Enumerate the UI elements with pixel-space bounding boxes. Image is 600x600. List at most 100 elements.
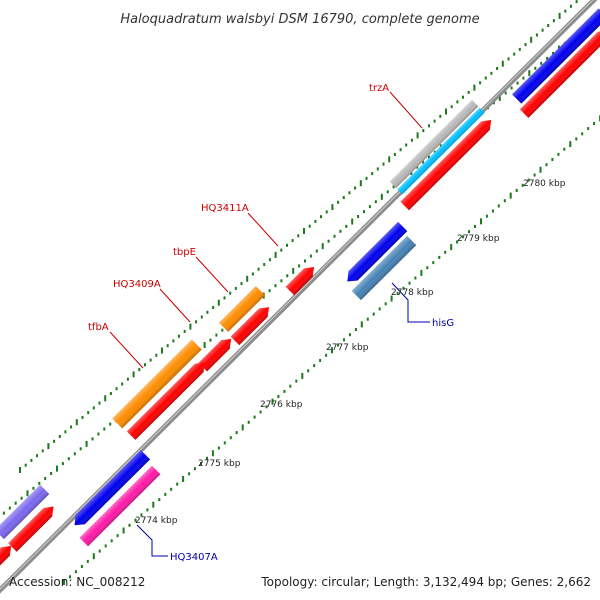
tick-dot <box>473 84 476 91</box>
kbp-label-2775: 2775 kbp <box>198 459 241 469</box>
tick-dot <box>339 229 342 233</box>
tick-dot <box>348 333 351 337</box>
gene-label-HQ3407A[interactable]: HQ3407A <box>170 552 218 563</box>
tick-dot <box>513 52 516 56</box>
gene-label-HQ3409A[interactable]: HQ3409A <box>113 279 161 290</box>
feature-left-cds[interactable] <box>8 502 58 552</box>
tick-dot <box>384 302 387 306</box>
feature-hisG-blue[interactable] <box>343 221 408 286</box>
tick-dot <box>115 387 118 391</box>
tick-dot <box>295 379 298 383</box>
tick-dot <box>325 210 328 214</box>
callout-trzA <box>389 91 423 129</box>
tick-dot <box>50 472 53 475</box>
tick-dot <box>194 467 196 471</box>
tick-dot <box>309 254 312 258</box>
tick-dot <box>109 392 112 395</box>
tick-dot <box>206 310 209 314</box>
tick-dot <box>468 230 470 234</box>
gene-label-HQ3411A[interactable]: HQ3411A <box>201 203 249 214</box>
tick-dot <box>321 243 324 250</box>
tick-dot <box>235 431 238 435</box>
feature-tfbA-cds[interactable] <box>126 358 209 440</box>
tick-dot <box>313 364 316 368</box>
tick-dot <box>491 209 494 213</box>
tick-dot <box>533 173 536 177</box>
tick-dot <box>104 544 107 548</box>
feature-top-cds[interactable] <box>519 26 600 118</box>
tick-dot <box>134 518 137 522</box>
tick-dot <box>81 415 84 419</box>
tick-dot <box>274 284 277 288</box>
tick-dot <box>402 286 405 290</box>
tick-dot <box>558 12 561 19</box>
tick-dot <box>263 263 266 266</box>
tick-dot <box>80 565 83 568</box>
feature-top-blue[interactable] <box>512 8 600 104</box>
feature-HQ3409A-cds[interactable] <box>198 335 236 372</box>
tick-dot <box>14 501 17 505</box>
feature-tbpE-cds[interactable] <box>230 303 274 346</box>
feature-tbpE-orange[interactable] <box>218 286 266 332</box>
feature-left-purple[interactable] <box>0 484 50 540</box>
gene-label-trzA[interactable]: trzA <box>369 83 389 94</box>
tick-dot <box>98 549 101 553</box>
tick-dot <box>240 282 243 286</box>
tick-dot <box>557 152 560 156</box>
tick-dot <box>393 153 396 156</box>
gene-label-tfbA[interactable]: tfbA <box>88 322 109 333</box>
tick-dot <box>359 180 362 187</box>
feature-HQ3407A-magenta[interactable] <box>79 465 161 547</box>
tick-dot <box>570 4 572 8</box>
kbp-label-2776: 2776 kbp <box>260 400 303 410</box>
feature-HQ3411A-cds[interactable] <box>285 263 319 296</box>
feature-trzA-gray[interactable] <box>389 99 479 189</box>
tick-dot <box>97 432 100 436</box>
tick-dot <box>301 372 304 379</box>
tick-dot <box>246 275 249 282</box>
tick-dot <box>357 215 360 218</box>
tick-dot <box>416 132 419 139</box>
feature-HQ3407A-blue[interactable] <box>70 450 151 530</box>
feature-trzA-cds[interactable] <box>400 116 495 211</box>
gene-label-hisG[interactable]: hisG <box>432 318 454 329</box>
tick-dot <box>516 81 519 85</box>
tick-dot <box>149 358 152 362</box>
tick-dot <box>53 439 56 443</box>
tick-dot <box>253 415 256 419</box>
feature-edge-cds[interactable] <box>0 542 15 569</box>
tick-dot <box>467 90 470 94</box>
feature-trzA-cyan[interactable] <box>397 107 485 195</box>
tick-dot <box>221 328 224 332</box>
tick-dot <box>444 250 447 254</box>
tick-dot <box>36 454 38 458</box>
tick-dot <box>320 215 322 219</box>
tick-dot <box>372 312 375 316</box>
tick-dot <box>291 239 294 243</box>
tick-dot <box>504 91 507 95</box>
tick-dot <box>271 398 274 405</box>
tick-dot <box>121 382 124 386</box>
tick-dot <box>365 176 368 180</box>
tick-dot <box>44 477 47 480</box>
tick-dot <box>189 323 192 330</box>
tick-dot <box>386 190 389 194</box>
tick-dot <box>368 205 371 209</box>
tick-dot <box>292 267 295 274</box>
tick-dot <box>92 553 95 560</box>
feature-hisG-steel[interactable] <box>351 235 417 301</box>
callout-HQ3411A <box>247 212 279 247</box>
gene-label-tbpE[interactable]: tbpE <box>173 247 196 258</box>
tick-dot <box>522 76 525 80</box>
tick-dot <box>247 420 250 424</box>
tick-dot <box>30 458 33 462</box>
tick-dot <box>286 243 288 247</box>
tick-dot <box>497 204 500 208</box>
feature-tfbA-orange[interactable] <box>112 339 202 429</box>
tick-dot <box>496 67 499 70</box>
tick-dot <box>445 108 447 115</box>
tick-dot <box>501 60 504 67</box>
tick-dot <box>371 172 374 176</box>
tick-dot <box>428 124 430 128</box>
tick-dot <box>274 251 277 258</box>
